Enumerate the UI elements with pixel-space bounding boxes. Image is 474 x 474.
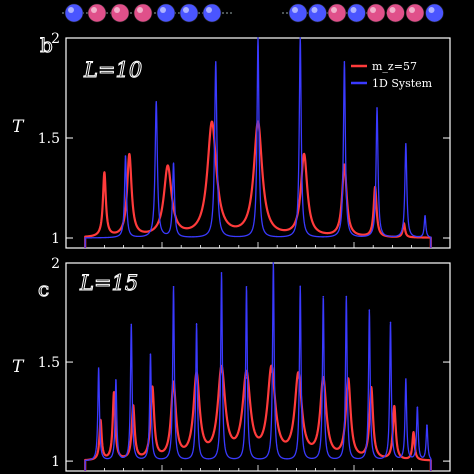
- peak-point-mz-5: [303, 155, 305, 157]
- peak-point-mz-13: [393, 406, 396, 409]
- y-tick-label: 2: [51, 256, 60, 272]
- atom-pink: [110, 3, 130, 23]
- peak-point-1d-4: [257, 37, 259, 39]
- peak-point-mz-0: [103, 173, 106, 175]
- peak-point-mz-2: [166, 167, 169, 169]
- atom-highlight: [206, 7, 212, 13]
- atom-highlight: [160, 7, 166, 13]
- chain-atoms-right: [288, 3, 444, 23]
- peak-point-1d-7: [376, 107, 378, 109]
- atom-blue: [347, 3, 366, 23]
- atom-highlight: [68, 7, 74, 13]
- y-tick-label: 2: [51, 31, 60, 47]
- y-tick-label: 1: [51, 454, 60, 470]
- atom-blue: [425, 3, 444, 23]
- legend-label-1d: 1D System: [372, 77, 433, 90]
- atom-pink: [386, 3, 405, 23]
- atom-highlight: [428, 7, 435, 13]
- atom-highlight: [183, 7, 189, 13]
- peak-point-1d-10: [322, 295, 325, 298]
- peak-point-1d-6: [343, 61, 346, 63]
- atom-highlight: [370, 7, 376, 13]
- peak-point-mz-3: [211, 123, 213, 125]
- series-line-1d-system: [84, 262, 432, 471]
- peak-point-1d-12: [368, 309, 371, 312]
- y-ticks-c: 11.52: [38, 256, 451, 471]
- atom-chain-schematic: [62, 3, 444, 23]
- legend-label-mz: m_z=57: [372, 60, 417, 73]
- peak-point-1d-1: [155, 101, 158, 103]
- atom-blue: [202, 3, 222, 23]
- atom-highlight: [331, 7, 337, 13]
- annotation-b: L=10: [83, 58, 142, 82]
- peak-point-mz-14: [412, 432, 415, 435]
- panel-b: 1 1.5 2 b T L=10 m_z=57 1D System: [12, 31, 451, 249]
- atom-blue: [179, 3, 199, 23]
- y-tick-label: 1: [51, 231, 60, 247]
- peak-point-mz-1: [113, 392, 115, 395]
- peak-point-1d-9: [299, 285, 302, 288]
- annotation-c: L=15: [79, 271, 138, 295]
- peak-point-1d-4: [172, 285, 175, 288]
- y-axis-label-c: T: [12, 357, 25, 377]
- atom-highlight: [91, 7, 97, 13]
- atom-highlight: [350, 7, 357, 13]
- series-group-c: [84, 262, 432, 471]
- series-group-b: [84, 37, 432, 248]
- atom-highlight: [114, 7, 120, 13]
- chain-atoms-left: [64, 3, 222, 23]
- series-line-mz: [84, 364, 432, 471]
- peak-point-1d-8: [272, 262, 275, 264]
- panel-label-c: c: [38, 277, 49, 301]
- peak-point-1d-15: [416, 406, 419, 409]
- peak-point-mz-1: [128, 155, 131, 157]
- atom-pink: [133, 3, 153, 23]
- atom-pink: [327, 3, 347, 23]
- peak-point-1d-3: [149, 353, 152, 355]
- peak-point-1d-2: [172, 163, 175, 165]
- legend: m_z=57 1D System: [351, 60, 433, 90]
- y-tick-label: 1.5: [38, 131, 60, 147]
- panel-c: 11.52 c T L=15: [12, 256, 451, 472]
- peak-point-1d-7: [245, 285, 248, 288]
- peak-point-1d-16: [426, 424, 428, 427]
- peak-point-1d-11: [345, 295, 348, 298]
- atom-pink: [366, 3, 386, 23]
- peak-point-mz-3: [151, 388, 154, 391]
- atom-highlight: [311, 7, 318, 13]
- atom-pink: [405, 3, 425, 23]
- peak-point-1d-0: [124, 155, 127, 157]
- peak-point-1d-3: [214, 61, 217, 63]
- peak-point-1d-1: [115, 379, 117, 381]
- atom-blue: [288, 3, 308, 23]
- atom-blue: [308, 3, 327, 23]
- y-tick-label: 1.5: [38, 355, 60, 371]
- peak-point-1d-14: [405, 379, 407, 381]
- peak-point-1d-6: [220, 272, 223, 274]
- atom-highlight: [409, 7, 415, 13]
- atom-blue: [156, 3, 176, 23]
- peak-point-1d-13: [389, 321, 392, 324]
- peak-point-1d-5: [195, 323, 198, 326]
- peak-point-1d-2: [130, 323, 133, 326]
- y-axis-label-b: T: [12, 117, 25, 137]
- atom-highlight: [137, 7, 143, 13]
- peak-point-1d-5: [299, 37, 302, 39]
- peak-point-1d-9: [424, 215, 426, 217]
- atom-highlight: [292, 7, 298, 13]
- atom-blue: [64, 3, 84, 23]
- peak-point-1d-0: [97, 367, 100, 369]
- atom-pink: [87, 3, 107, 23]
- atom-highlight: [389, 7, 396, 13]
- peak-point-mz-4: [172, 385, 175, 387]
- panel-label-b: b: [40, 33, 53, 57]
- series-line-mz: [84, 120, 432, 248]
- peak-point-1d-8: [405, 143, 407, 145]
- peak-point-mz-6: [343, 165, 346, 167]
